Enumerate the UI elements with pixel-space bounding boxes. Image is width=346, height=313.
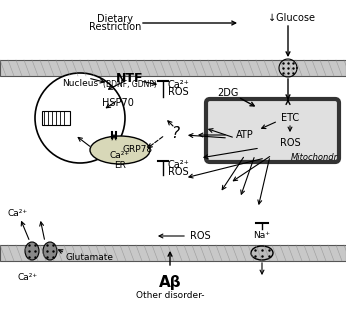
Text: ↓Glucose: ↓Glucose (268, 13, 315, 23)
Ellipse shape (90, 136, 150, 164)
Text: Ca²⁺: Ca²⁺ (168, 160, 190, 170)
Text: Mitochondr: Mitochondr (291, 153, 338, 162)
Ellipse shape (251, 246, 273, 260)
FancyBboxPatch shape (206, 99, 339, 162)
Text: Aβ: Aβ (159, 275, 181, 290)
Text: ROS: ROS (168, 167, 189, 177)
Text: Ca²⁺: Ca²⁺ (8, 208, 28, 218)
Text: Other disorder-: Other disorder- (136, 290, 204, 300)
Text: NTF: NTF (116, 71, 144, 85)
Text: Dietary: Dietary (97, 14, 133, 24)
Text: ?: ? (171, 126, 179, 141)
Text: ROS: ROS (280, 138, 300, 148)
FancyBboxPatch shape (0, 60, 346, 76)
Text: ETC: ETC (281, 113, 299, 123)
Text: Restriction: Restriction (89, 22, 141, 32)
Text: Ca²⁺: Ca²⁺ (110, 151, 130, 160)
Ellipse shape (25, 242, 39, 260)
FancyBboxPatch shape (42, 111, 70, 125)
Text: Ca²⁺: Ca²⁺ (18, 274, 38, 283)
Text: Na⁺: Na⁺ (254, 230, 271, 239)
Text: ROS: ROS (168, 87, 189, 97)
Text: Ca²⁺: Ca²⁺ (168, 80, 190, 90)
Text: (BDNF, GDNF): (BDNF, GDNF) (103, 80, 157, 90)
FancyBboxPatch shape (0, 245, 346, 261)
Circle shape (35, 73, 125, 163)
Text: 2DG: 2DG (217, 88, 239, 98)
Text: ATP: ATP (236, 130, 254, 140)
Text: GRP78: GRP78 (123, 146, 153, 155)
Text: ROS: ROS (190, 231, 210, 241)
Text: ER: ER (114, 161, 126, 170)
Ellipse shape (43, 242, 57, 260)
Text: HSP70: HSP70 (102, 98, 134, 108)
Text: Nucleus: Nucleus (62, 79, 98, 88)
Text: Glutamate: Glutamate (65, 254, 113, 263)
